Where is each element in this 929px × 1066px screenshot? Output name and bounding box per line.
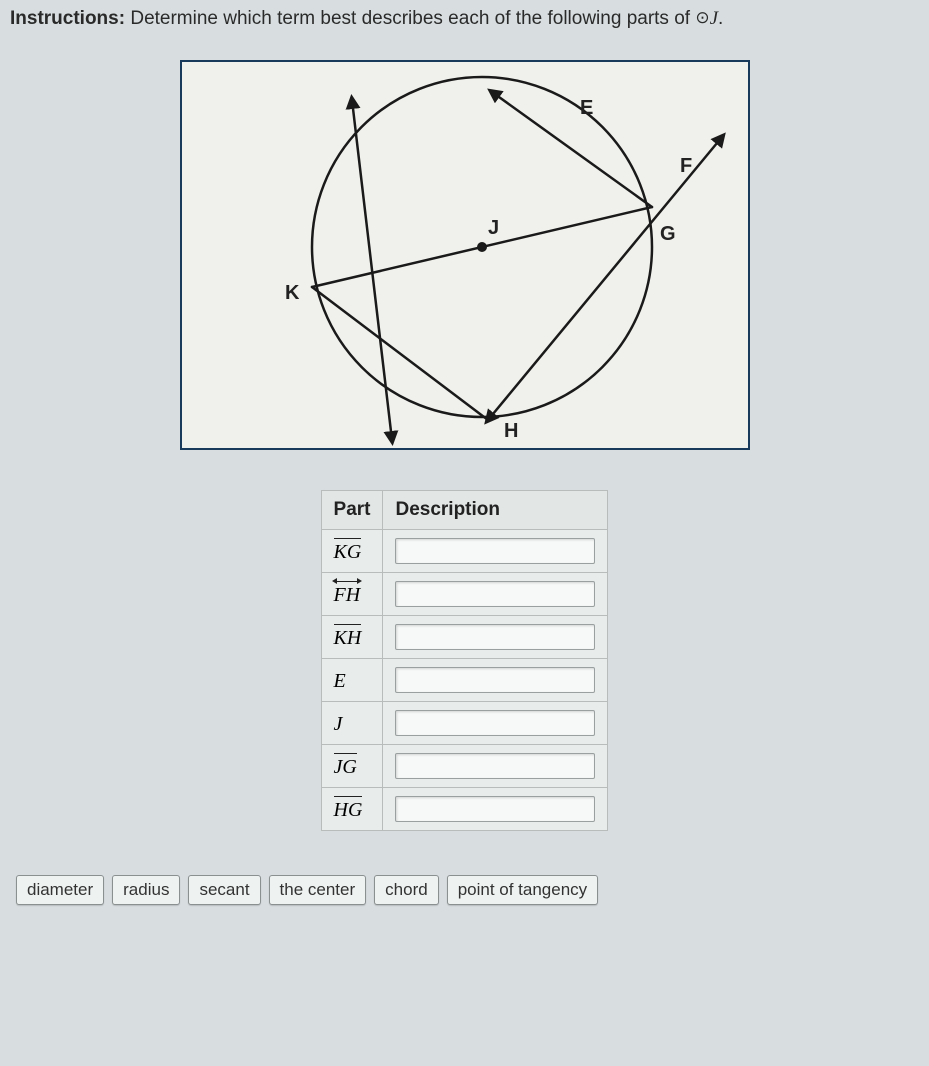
description-input[interactable] <box>395 796 595 822</box>
col-part-header: Part <box>321 491 383 530</box>
description-input[interactable] <box>395 581 595 607</box>
circle-diagram: K J E F G H <box>180 60 750 450</box>
table-row: J <box>321 702 608 745</box>
part-label: KG <box>334 538 362 564</box>
part-label: KH <box>334 624 362 650</box>
diagram-label-G: G <box>660 223 676 245</box>
table-row: KG <box>321 530 608 573</box>
part-label: HG <box>334 796 363 822</box>
col-desc-header: Description <box>383 491 608 530</box>
option-the-center[interactable]: the center <box>269 875 367 905</box>
diagram-label-J: J <box>488 217 499 239</box>
description-input[interactable] <box>395 667 595 693</box>
options-row: diameter radius secant the centerchord point… <box>10 871 919 909</box>
instructions-period: . <box>718 8 723 29</box>
diagram-label-K: K <box>285 282 300 304</box>
diagram-label-E: E <box>580 97 593 119</box>
description-input[interactable] <box>395 624 595 650</box>
parts-table: Part Description KG FH KH EJ JG HG <box>321 490 609 831</box>
table-row: E <box>321 659 608 702</box>
table-row: HG <box>321 788 608 831</box>
instructions-line: Instructions: Determine which term best … <box>10 8 919 30</box>
diagram-label-H: H <box>504 420 518 442</box>
option-radius[interactable]: radius <box>112 875 180 905</box>
option-chord[interactable]: chord <box>374 875 439 905</box>
table-row: KH <box>321 616 608 659</box>
instructions-label: Instructions: <box>10 8 125 29</box>
instructions-text: Determine which term best describes each… <box>130 8 690 29</box>
option-secant[interactable]: secant <box>188 875 260 905</box>
description-input[interactable] <box>395 538 595 564</box>
circle-symbol: ⊙ <box>695 8 709 27</box>
option-point-of-tangency[interactable]: point of tangency <box>447 875 598 905</box>
part-label: FH <box>334 581 361 607</box>
table-row: FH <box>321 573 608 616</box>
circle-name: J <box>710 8 718 29</box>
option-diameter[interactable]: diameter <box>16 875 104 905</box>
part-label: E <box>334 667 346 693</box>
table-row: JG <box>321 745 608 788</box>
description-input[interactable] <box>395 710 595 736</box>
diagram-label-F: F <box>680 155 692 177</box>
description-input[interactable] <box>395 753 595 779</box>
part-label: JG <box>334 753 357 779</box>
part-label: J <box>334 710 343 736</box>
